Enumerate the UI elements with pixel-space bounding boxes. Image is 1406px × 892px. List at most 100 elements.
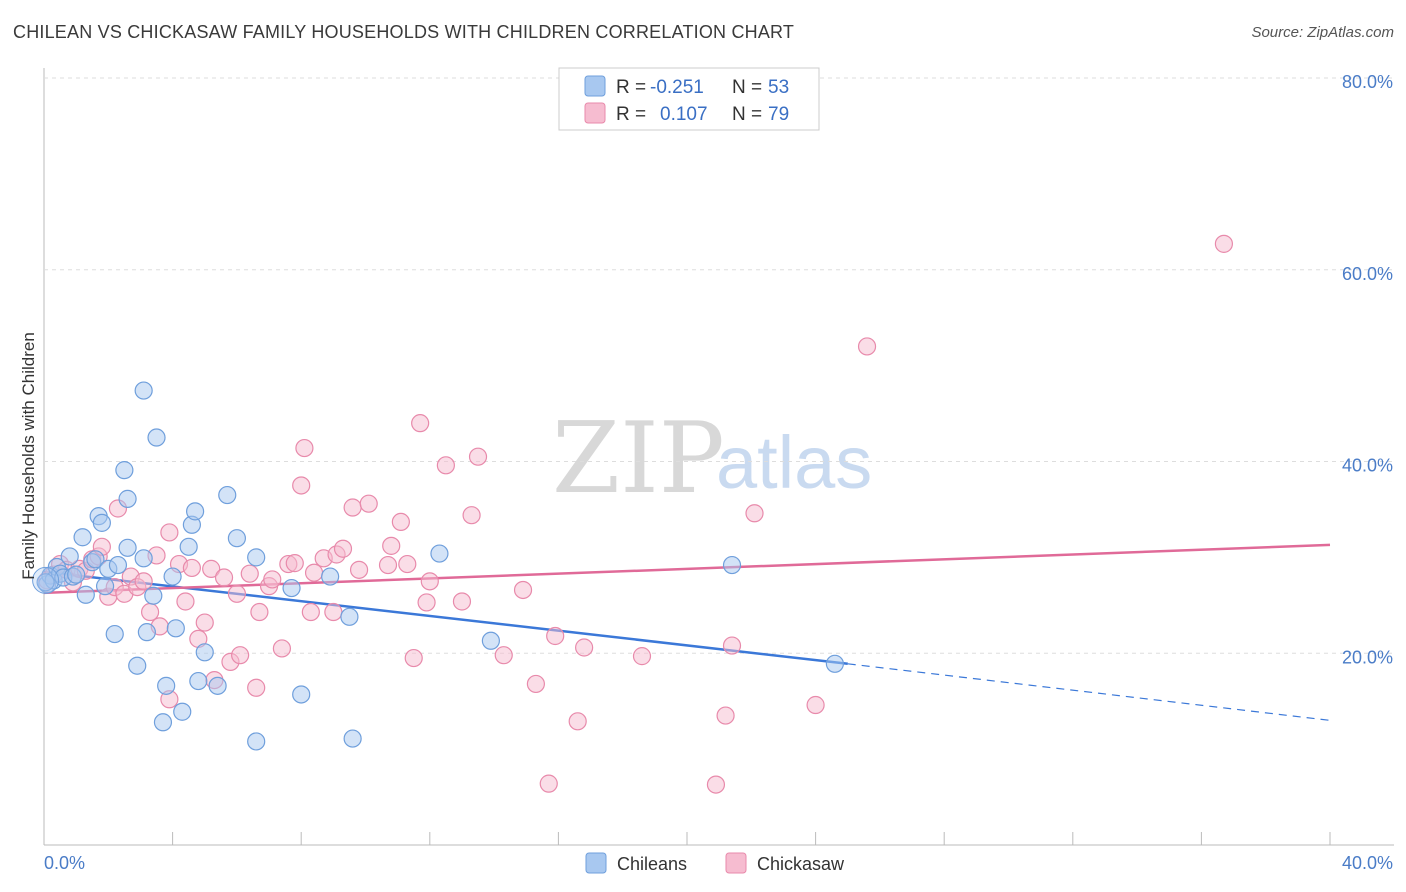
chickasaw-point	[706, 775, 726, 794]
chickasaw-point	[359, 494, 378, 513]
x-tick-label-max: 40.0%	[1342, 853, 1393, 873]
chileans-point	[60, 547, 79, 566]
data-points	[32, 234, 1234, 794]
trend-lines	[43, 543, 1331, 721]
chileans-point	[76, 585, 95, 604]
chileans-point	[144, 586, 163, 605]
chileans-point	[208, 676, 227, 695]
chileans-point	[163, 567, 182, 586]
chileans-point	[227, 529, 246, 548]
legend-n-label-chileans: N =	[732, 77, 762, 98]
chileans-point	[134, 549, 153, 568]
x-tick-marks	[43, 832, 1331, 845]
chileans-point	[118, 538, 137, 557]
bottom-legend: Chileans Chickasaw	[585, 852, 845, 874]
chileans-point	[157, 676, 176, 695]
legend-r-label-chickasaw: R =	[616, 104, 646, 125]
chickasaw-point	[411, 414, 430, 433]
chickasaw-point	[301, 602, 320, 622]
chickasaw-point	[176, 592, 195, 611]
chileans-point	[166, 619, 185, 638]
chickasaw-point	[134, 572, 153, 591]
chickasaw-point	[568, 712, 587, 731]
y-tick-labels: 20.0% 40.0% 60.0% 80.0%	[1342, 72, 1393, 667]
y-tick-label: 20.0%	[1342, 647, 1393, 667]
legend-n-value-chileans: 53	[768, 77, 789, 98]
chickasaw-point	[160, 523, 179, 542]
chickasaw-point	[285, 554, 304, 573]
chileans-point	[128, 656, 147, 675]
chickasaw-point	[227, 584, 246, 603]
source-label: Source: ZipAtlas.com	[1251, 24, 1394, 41]
chileans-point	[825, 654, 844, 673]
y-axis-label: Family Households with Children	[19, 332, 38, 580]
chickasaw-point	[722, 636, 742, 655]
chickasaw-point	[745, 504, 764, 523]
bottom-legend-swatch-chileans	[585, 852, 607, 874]
chart-title: CHILEAN VS CHICKASAW FAMILY HOUSEHOLDS W…	[13, 22, 795, 42]
bottom-legend-chileans: Chileans	[617, 854, 687, 874]
chickasaw-point	[343, 498, 362, 517]
chickasaw-point	[806, 695, 825, 715]
chileans-point	[173, 702, 192, 721]
chickasaw-point	[716, 706, 735, 725]
chileans-point	[218, 485, 237, 505]
chileans-point	[95, 577, 115, 596]
chickasaw-point	[231, 646, 250, 665]
chileans-point	[292, 685, 311, 704]
legend-swatch-chickasaw	[584, 102, 606, 124]
y-tick-label: 60.0%	[1342, 264, 1393, 284]
chickasaw-point	[247, 678, 266, 697]
chileans-point	[67, 565, 86, 584]
chileans-point	[105, 624, 124, 644]
chickasaw-point	[378, 555, 398, 575]
chileans-point	[722, 555, 742, 575]
chileans-point	[147, 428, 166, 447]
chickasaw-point	[272, 639, 292, 658]
chickasaw-point	[295, 438, 314, 458]
chileans-point	[134, 381, 153, 400]
watermark-zip: ZIP	[552, 402, 725, 516]
chileans-point	[118, 489, 137, 508]
chickasaw-point	[382, 536, 401, 555]
chickasaw-point	[526, 674, 545, 694]
chileans-point	[481, 631, 500, 650]
chileans-trend-extension	[847, 663, 1331, 721]
chickasaw-point	[513, 580, 533, 600]
chickasaw-point	[240, 564, 259, 583]
chileans-point	[86, 550, 105, 569]
chickasaw-point	[546, 626, 565, 646]
legend-r-value-chileans: -0.251	[650, 77, 704, 98]
chileans-point	[189, 671, 208, 691]
chileans-point	[137, 623, 156, 642]
chileans-point	[282, 578, 301, 598]
chickasaw-point	[404, 648, 423, 668]
x-tick-label-min: 0.0%	[44, 853, 85, 873]
y-tick-label: 80.0%	[1342, 72, 1393, 92]
chileans-point	[343, 729, 362, 748]
chileans-point	[153, 713, 173, 732]
chileans-point	[179, 537, 198, 556]
legend-n-label-chickasaw: N =	[732, 104, 762, 125]
y-tick-label: 40.0%	[1342, 456, 1393, 476]
chickasaw-point	[468, 447, 488, 466]
chickasaw-point	[417, 593, 436, 612]
legend-n-value-chickasaw: 79	[768, 104, 789, 125]
chickasaw-point	[420, 572, 439, 591]
chileans-point	[36, 573, 55, 592]
chileans-point	[321, 567, 340, 586]
chickasaw-point	[333, 539, 353, 558]
chickasaw-point	[575, 638, 594, 657]
legend: R = -0.251 N = 53 R = 0.107 N = 79	[558, 67, 820, 131]
chickasaw-point	[1214, 234, 1234, 253]
chickasaw-point	[304, 563, 324, 582]
watermark-atlas: atlas	[716, 421, 872, 504]
legend-r-label-chileans: R =	[616, 77, 646, 98]
chickasaw-point	[462, 506, 481, 525]
chickasaw-point	[452, 592, 472, 611]
chickasaw-point	[250, 602, 269, 622]
chileans-point	[32, 566, 60, 594]
chileans-point	[340, 607, 359, 626]
chickasaw-point	[292, 476, 311, 495]
chileans-point	[247, 548, 266, 567]
